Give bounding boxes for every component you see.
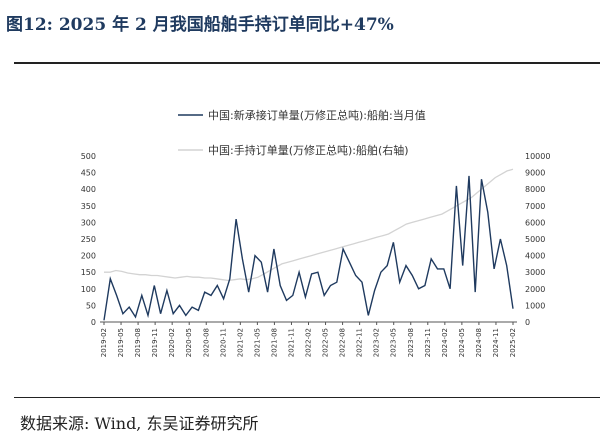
x-tick-label: 2019-02 — [100, 328, 108, 357]
y-right-tick-label: 8000 — [525, 185, 545, 194]
x-tick-label: 2022-08 — [339, 328, 347, 357]
y-left-tick-label: 350 — [81, 202, 96, 211]
x-tick-label: 2021-05 — [253, 328, 261, 357]
y-left-tick-label: 300 — [81, 218, 96, 227]
y-left-tick-label: 400 — [81, 185, 96, 194]
x-tick-label: 2020-02 — [168, 328, 176, 357]
series-line-new-orders — [103, 175, 514, 321]
x-tick-label: 2024-05 — [458, 328, 466, 357]
legend-label-backlog: 中国:手持订单量(万修正总吨):船舶(右轴) — [208, 143, 409, 157]
y-right-tick-label: 7000 — [525, 202, 545, 211]
y-left-tick-label: 100 — [81, 285, 96, 294]
y-right-tick-label: 5000 — [525, 235, 545, 244]
x-tick-label: 2021-11 — [287, 328, 295, 357]
y-right-tick-label: 9000 — [525, 169, 545, 178]
x-tick-label: 2020-11 — [219, 328, 227, 357]
x-tick-label: 2019-05 — [117, 328, 125, 357]
source-note: 数据来源: Wind, 东吴证券研究所 — [20, 414, 259, 433]
legend: 中国:新承接订单量(万修正总吨):船舶:当月值 中国:手持订单量(万修正总吨):… — [178, 108, 426, 157]
x-tick-label: 2023-08 — [407, 328, 415, 357]
chart-title: 图12: 2025 年 2 月我国船舶手持订单同比+47% — [6, 15, 394, 35]
y-right-tick-label: 4000 — [525, 252, 545, 261]
y-left-tick-label: 50 — [86, 301, 96, 310]
x-tick-label: 2023-05 — [390, 328, 398, 357]
x-tick-label: 2020-05 — [185, 328, 193, 357]
y-left-tick-label: 250 — [81, 235, 96, 244]
x-tick-label: 2021-08 — [270, 328, 278, 357]
y-left-tick-label: 500 — [81, 152, 96, 161]
x-tick-label: 2023-11 — [424, 328, 432, 357]
x-tick-label: 2023-02 — [373, 328, 381, 357]
y-left-tick-label: 150 — [81, 268, 96, 277]
x-tick-label: 2025-02 — [509, 328, 517, 357]
source-divider — [14, 397, 600, 398]
x-tick-label: 2019-08 — [134, 328, 142, 357]
x-tick-label: 2019-11 — [151, 328, 159, 357]
x-tick-label: 2024-08 — [475, 328, 483, 357]
y-left-tick-label: 0 — [91, 318, 96, 327]
x-tick-label: 2022-02 — [305, 328, 313, 357]
axes: 0501001502002503003504004505000100020003… — [81, 152, 551, 357]
chart: 中国:新承接订单量(万修正总吨):船舶:当月值 中国:手持订单量(万修正总吨):… — [81, 108, 551, 357]
legend-label-new-orders: 中国:新承接订单量(万修正总吨):船舶:当月值 — [208, 108, 426, 122]
y-right-tick-label: 10000 — [525, 152, 550, 161]
x-tick-label: 2024-11 — [492, 328, 500, 357]
y-right-tick-label: 0 — [525, 318, 530, 327]
y-left-tick-label: 450 — [81, 169, 96, 178]
y-right-tick-label: 6000 — [525, 218, 545, 227]
y-right-tick-label: 2000 — [525, 285, 545, 294]
x-tick-label: 2021-02 — [236, 328, 244, 357]
y-right-tick-label: 1000 — [525, 301, 545, 310]
x-tick-label: 2024-02 — [441, 328, 449, 357]
y-right-tick-label: 3000 — [525, 268, 545, 277]
x-tick-label: 2020-08 — [202, 328, 210, 357]
x-tick-label: 2022-11 — [356, 328, 364, 357]
y-left-tick-label: 200 — [81, 252, 96, 261]
x-tick-label: 2022-05 — [322, 328, 330, 357]
series-line-backlog — [104, 168, 514, 282]
title-divider — [14, 62, 600, 64]
plot-area — [103, 168, 514, 321]
